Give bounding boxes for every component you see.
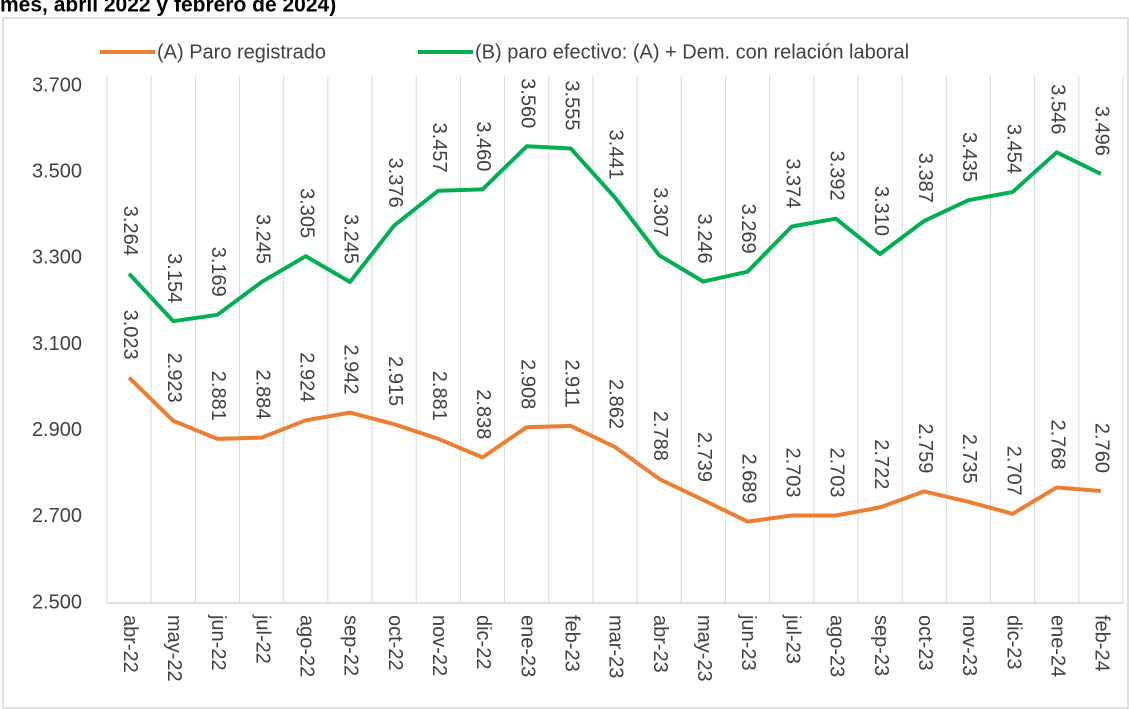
legend-label: (B) paro efectivo: (A) + Dem. con relaci… bbox=[475, 41, 909, 63]
y-tick-label: 2.900 bbox=[32, 419, 82, 441]
x-tick-label: sep-22 bbox=[340, 615, 362, 676]
data-label: 2.759 bbox=[914, 423, 936, 473]
data-label: 3.460 bbox=[472, 121, 494, 171]
data-label: 3.310 bbox=[870, 186, 892, 236]
data-label: 2.908 bbox=[516, 359, 538, 409]
data-label: 2.915 bbox=[384, 356, 406, 406]
data-label: 3.246 bbox=[693, 214, 715, 264]
data-label: 3.555 bbox=[561, 80, 583, 130]
data-label: 2.760 bbox=[1091, 423, 1113, 473]
data-label: 3.245 bbox=[340, 214, 362, 264]
data-label: 2.739 bbox=[693, 432, 715, 482]
data-label: 3.376 bbox=[384, 158, 406, 208]
data-label: 2.768 bbox=[1046, 419, 1068, 469]
data-label: 3.546 bbox=[1046, 84, 1068, 134]
data-label: 2.703 bbox=[826, 447, 848, 497]
x-tick-label: nov-23 bbox=[958, 615, 980, 676]
data-label: 3.387 bbox=[914, 153, 936, 203]
data-label: 2.707 bbox=[1002, 446, 1024, 496]
data-label: 3.435 bbox=[958, 132, 980, 182]
data-label: 2.862 bbox=[605, 379, 627, 429]
data-label: 2.788 bbox=[649, 411, 671, 461]
data-label: 3.245 bbox=[251, 214, 273, 264]
x-tick-label: mar-23 bbox=[605, 615, 627, 678]
data-label: 3.560 bbox=[516, 78, 538, 128]
data-label: 2.942 bbox=[340, 345, 362, 395]
data-label: 3.374 bbox=[781, 158, 803, 208]
x-tick-label: feb-23 bbox=[561, 615, 583, 672]
x-tick-label: dic-23 bbox=[1002, 615, 1024, 669]
x-tick-label: jun-22 bbox=[207, 614, 229, 671]
data-label: 3.269 bbox=[737, 204, 759, 254]
data-label: 2.722 bbox=[870, 439, 892, 489]
data-label: 3.169 bbox=[207, 247, 229, 297]
series-line bbox=[127, 376, 1102, 524]
x-tick-label: may-22 bbox=[163, 615, 185, 682]
data-label: 2.735 bbox=[958, 434, 980, 484]
data-label: 2.881 bbox=[428, 371, 450, 421]
data-label: 3.457 bbox=[428, 123, 450, 173]
x-tick-label: jul-22 bbox=[251, 614, 273, 664]
chart-frame bbox=[2, 17, 1129, 709]
x-tick-label: ago-23 bbox=[826, 615, 848, 677]
x-tick-label: abr-22 bbox=[119, 615, 141, 673]
data-label: 2.703 bbox=[781, 447, 803, 497]
data-label: 2.838 bbox=[472, 389, 494, 439]
data-label: 2.884 bbox=[251, 369, 273, 419]
x-tick-label: jul-23 bbox=[781, 614, 803, 664]
x-tick-label: abr-23 bbox=[649, 615, 671, 673]
data-label: 2.924 bbox=[296, 352, 318, 402]
x-tick-label: sep-23 bbox=[870, 615, 892, 676]
x-tick-label: nov-22 bbox=[428, 615, 450, 676]
x-tick-label: feb-24 bbox=[1091, 615, 1113, 672]
x-tick-label: ene-24 bbox=[1046, 615, 1068, 677]
data-label: 2.911 bbox=[561, 359, 583, 408]
x-tick-label: oct-22 bbox=[384, 615, 406, 671]
y-tick-label: 3.700 bbox=[32, 74, 82, 96]
y-tick-label: 3.500 bbox=[32, 160, 82, 182]
x-tick-label: ago-22 bbox=[296, 615, 318, 677]
chart-title: mes, abril 2022 y febrero de 2024) bbox=[0, 0, 336, 17]
data-label: 3.305 bbox=[296, 188, 318, 238]
y-tick-label: 3.300 bbox=[32, 247, 82, 269]
data-label: 3.307 bbox=[649, 187, 671, 237]
data-label: 3.441 bbox=[605, 130, 627, 180]
legend-label: (A) Paro registrado bbox=[157, 41, 326, 63]
data-label: 3.392 bbox=[826, 151, 848, 201]
y-tick-label: 2.500 bbox=[32, 591, 82, 613]
data-label: 2.923 bbox=[163, 353, 185, 403]
data-label: 3.496 bbox=[1091, 106, 1113, 156]
data-label: 3.454 bbox=[1002, 124, 1024, 174]
x-tick-label: ene-23 bbox=[516, 615, 538, 677]
series-line bbox=[127, 144, 1102, 324]
data-label: 3.264 bbox=[119, 206, 141, 256]
x-tick-label: oct-23 bbox=[914, 615, 936, 671]
data-label: 3.154 bbox=[163, 253, 185, 303]
x-tick-label: may-23 bbox=[693, 615, 715, 682]
y-tick-label: 2.700 bbox=[32, 505, 82, 527]
x-tick-label: dic-22 bbox=[472, 615, 494, 669]
data-label: 2.689 bbox=[737, 454, 759, 504]
x-tick-label: jun-23 bbox=[737, 614, 759, 671]
data-label: 3.023 bbox=[119, 310, 141, 360]
data-label: 2.881 bbox=[207, 371, 229, 421]
y-tick-label: 3.100 bbox=[32, 333, 82, 355]
